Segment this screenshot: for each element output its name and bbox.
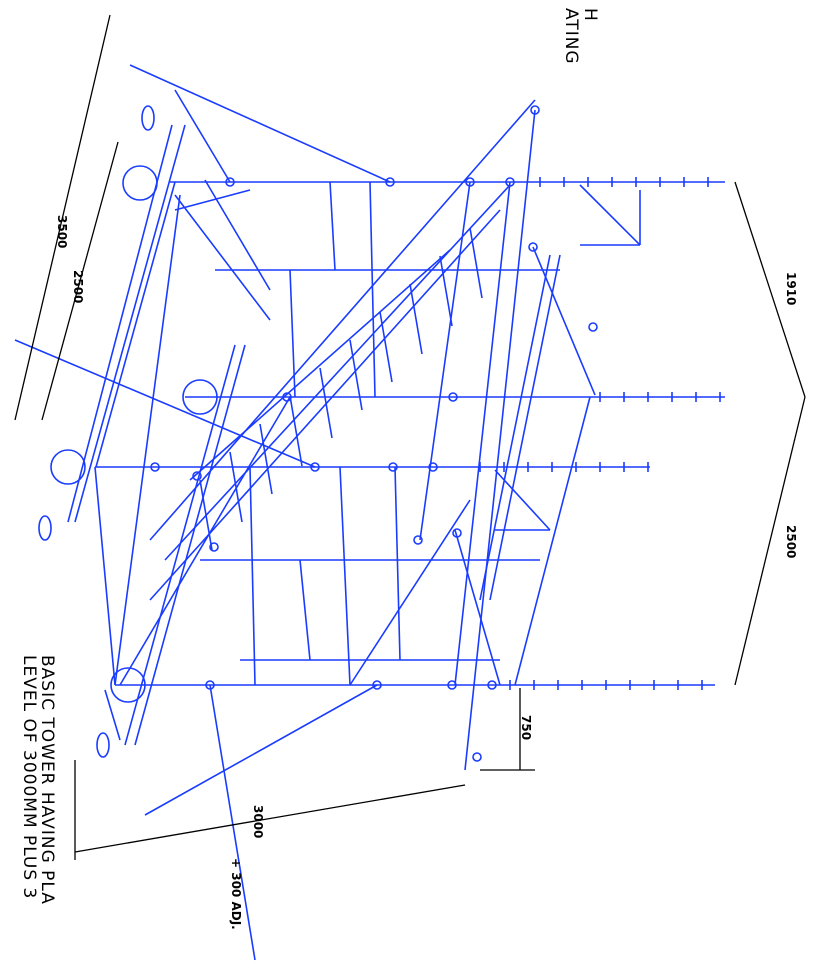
scaffold-part	[428, 462, 438, 472]
scaffold-part	[349, 339, 363, 411]
scaffold-part	[372, 680, 382, 690]
scaffold-part	[38, 515, 52, 541]
note-text: LEVEL OF 3000MM PLUS 3	[19, 655, 39, 899]
scaffold-part	[409, 283, 423, 355]
scaffold-part	[141, 105, 155, 131]
dimension-label: 3000	[251, 805, 265, 838]
dimension-lines	[14, 14, 806, 860]
scaffold-part	[110, 667, 146, 703]
scaffold-part	[388, 462, 398, 472]
dimension-label: 1910	[784, 272, 798, 305]
scaffold-part	[413, 535, 423, 545]
dimension-label: 3500	[55, 215, 69, 248]
note-text: BASIC TOWER HAVING PLA	[37, 655, 57, 905]
scaffold-part	[588, 322, 598, 332]
scaffold-part	[209, 542, 219, 552]
scaffold-part	[319, 367, 333, 439]
scaffold-part	[472, 752, 482, 762]
scaffold-part	[229, 451, 243, 523]
scaffold-part	[289, 395, 303, 467]
scaffold-part	[50, 449, 86, 485]
scaffold-part	[385, 177, 395, 187]
dimension-label: + 300 ADJ.	[229, 858, 243, 930]
dimension-label: 2500	[71, 270, 85, 303]
scaffold-part	[199, 479, 213, 551]
scaffold-part	[465, 177, 475, 187]
scaffold-part	[259, 423, 273, 495]
scaffold-part	[182, 379, 218, 415]
scaffold-part	[192, 471, 202, 481]
scaffold-part	[452, 528, 462, 538]
scaffold-part	[205, 680, 215, 690]
scaffold	[14, 64, 725, 961]
scaffold-part	[469, 227, 483, 299]
scaffold-part	[487, 680, 497, 690]
note-text: ATING	[561, 8, 581, 65]
scaffold-part	[225, 177, 235, 187]
dimension-label: 750	[519, 715, 533, 740]
scaffold-part	[447, 680, 457, 690]
scaffold-part	[122, 165, 158, 201]
dimension-label: 2500	[784, 525, 798, 558]
note-text: H	[580, 8, 600, 22]
scaffold-part	[150, 462, 160, 472]
scaffold-part	[379, 311, 393, 383]
scaffold-part	[96, 732, 110, 758]
scaffold-part	[282, 392, 292, 402]
scaffold-part	[448, 392, 458, 402]
scaffold-part	[310, 462, 320, 472]
scaffold-part	[530, 105, 540, 115]
scaffold-part	[528, 242, 538, 252]
scaffold-part	[505, 177, 515, 187]
scaffold-part	[439, 255, 453, 327]
